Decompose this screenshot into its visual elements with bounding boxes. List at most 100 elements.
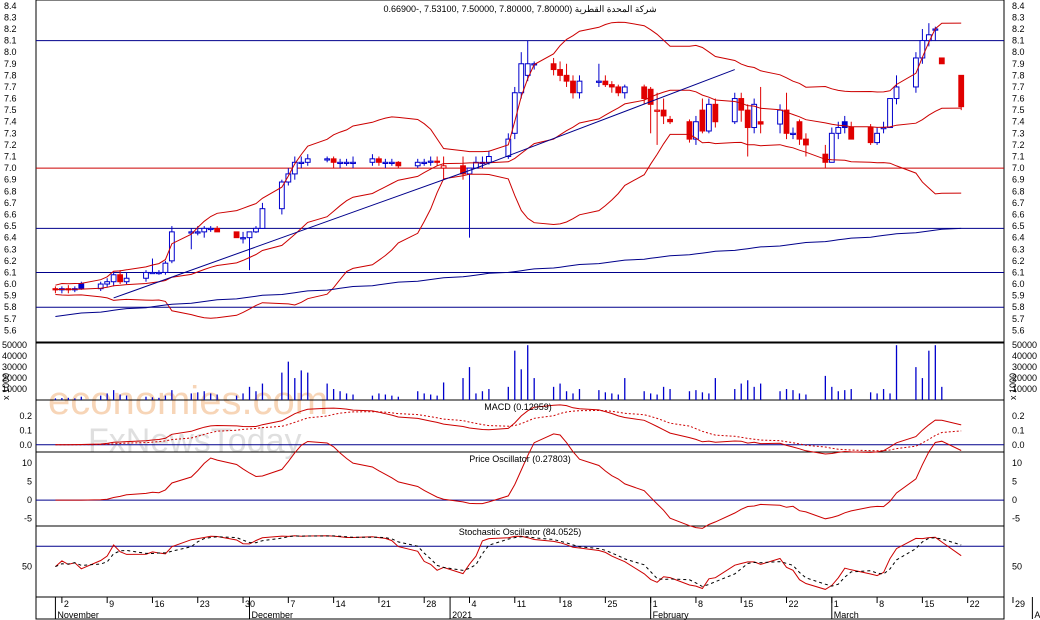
candle-body	[149, 271, 156, 275]
candle-body	[841, 121, 848, 129]
volume-unit-right: x 1000	[1008, 373, 1018, 400]
price-tick-left: 7.7	[4, 82, 17, 92]
day-tick-label: 15	[924, 599, 934, 609]
price-tick-right: 5.7	[1012, 314, 1025, 324]
candle-body	[376, 158, 382, 163]
price-tick-left: 8.1	[4, 36, 17, 46]
volume-tick-right: 50000	[1012, 340, 1037, 350]
indicator-tick-right: 0.2	[1012, 411, 1025, 421]
candle-body	[233, 231, 240, 239]
volume-tick-left: 10000	[2, 384, 27, 394]
indicator-tick-right: 5	[1012, 477, 1017, 487]
day-tick-label: 8	[698, 599, 703, 609]
price-tick-right: 7.5	[1012, 105, 1025, 115]
candle-body	[731, 98, 738, 123]
candle-body	[938, 57, 945, 65]
day-tick-label: 7	[290, 599, 295, 609]
day-tick-label: 8	[879, 599, 884, 609]
price-tick-right: 5.8	[1012, 302, 1025, 312]
indicator-tick-right: -5	[1012, 514, 1020, 524]
candle-body	[595, 80, 602, 83]
volume-tick-right: 10000	[1012, 384, 1037, 394]
price-tick-left: 7.4	[4, 117, 17, 127]
month-label: March	[834, 610, 859, 620]
price-tick-right: 8.3	[1012, 12, 1025, 22]
price-tick-right: 6.5	[1012, 221, 1025, 231]
chart-panes	[35, 0, 1005, 620]
candle-body	[660, 109, 667, 117]
macd-line	[55, 404, 962, 455]
price-tick-left: 7.8	[4, 70, 17, 80]
price-tick-right: 7.3	[1012, 128, 1025, 138]
candle-body	[518, 63, 525, 94]
candle-body	[214, 227, 221, 233]
day-tick-label: 21	[381, 599, 391, 609]
candle-body	[350, 161, 356, 165]
candle-body	[796, 121, 803, 140]
candle-body	[388, 161, 395, 165]
candle-body	[958, 74, 965, 108]
price-tick-left: 8.0	[4, 47, 17, 57]
candle-body	[608, 84, 615, 88]
candle-body	[621, 86, 628, 94]
bollinger-lower	[55, 133, 962, 319]
price-tick-left: 8.3	[4, 12, 17, 22]
day-tick-label: 11	[517, 599, 526, 609]
month-label: December	[252, 610, 294, 620]
candle-body	[304, 158, 311, 163]
price-tick-left: 8.4	[4, 1, 17, 11]
price-tick-left: 7.1	[4, 152, 17, 162]
candle-body	[874, 132, 881, 144]
candle-body	[848, 127, 855, 140]
day-tick-label: 22	[789, 599, 799, 609]
candle-body	[867, 127, 874, 144]
watermark-economies: economies.com	[48, 379, 328, 423]
candle-body	[486, 156, 492, 163]
indicator-tick-right: 50	[1012, 562, 1022, 572]
candle-body	[887, 98, 893, 129]
candle-body	[143, 271, 149, 279]
candle-body	[201, 227, 208, 233]
candle-body	[427, 160, 434, 163]
volume-bars	[54, 345, 943, 400]
candle-body	[246, 231, 253, 239]
indicator-tick-left: 10	[22, 458, 32, 468]
candle-body	[421, 161, 428, 165]
candle-body	[602, 80, 609, 86]
price-tick-right: 7.2	[1012, 140, 1025, 150]
price-tick-left: 7.6	[4, 94, 17, 104]
price-tick-left: 5.6	[4, 325, 17, 335]
macd-label: MACD (0.12959)	[484, 402, 552, 412]
candle-body	[757, 121, 764, 125]
price-tick-right: 7.9	[1012, 59, 1025, 69]
price-tick-right: 7.7	[1012, 82, 1025, 92]
price-tick-right: 6.2	[1012, 256, 1025, 266]
day-tick-label: 25	[607, 599, 617, 609]
candle-body	[278, 181, 285, 210]
candle-body	[207, 227, 214, 231]
candle-body	[654, 109, 661, 112]
candle-body	[641, 86, 648, 100]
day-tick-label: 28	[426, 599, 436, 609]
candle-body	[570, 80, 576, 94]
candle-body	[751, 103, 758, 129]
indicator-tick-left: 0.0	[19, 440, 32, 450]
candle-body	[790, 132, 796, 136]
candle-body	[188, 231, 195, 234]
candle-body	[705, 103, 712, 132]
price-tick-right: 5.6	[1012, 325, 1025, 335]
day-tick-label: 15	[743, 599, 753, 609]
month-label: 2021	[452, 610, 472, 620]
candle-body	[104, 281, 111, 285]
volume-tick-left: 30000	[2, 362, 27, 372]
watermark-fxnewstoday: FxNewsToday	[88, 422, 302, 460]
candle-body	[835, 127, 842, 134]
candle-body	[78, 283, 85, 290]
price-tick-left: 7.0	[4, 163, 17, 173]
price-tick-left: 7.9	[4, 59, 17, 69]
price-tick-right: 8.0	[1012, 47, 1025, 57]
day-tick-label: 1	[653, 599, 658, 609]
price-tick-left: 6.1	[4, 267, 17, 277]
candle-body	[156, 271, 162, 275]
